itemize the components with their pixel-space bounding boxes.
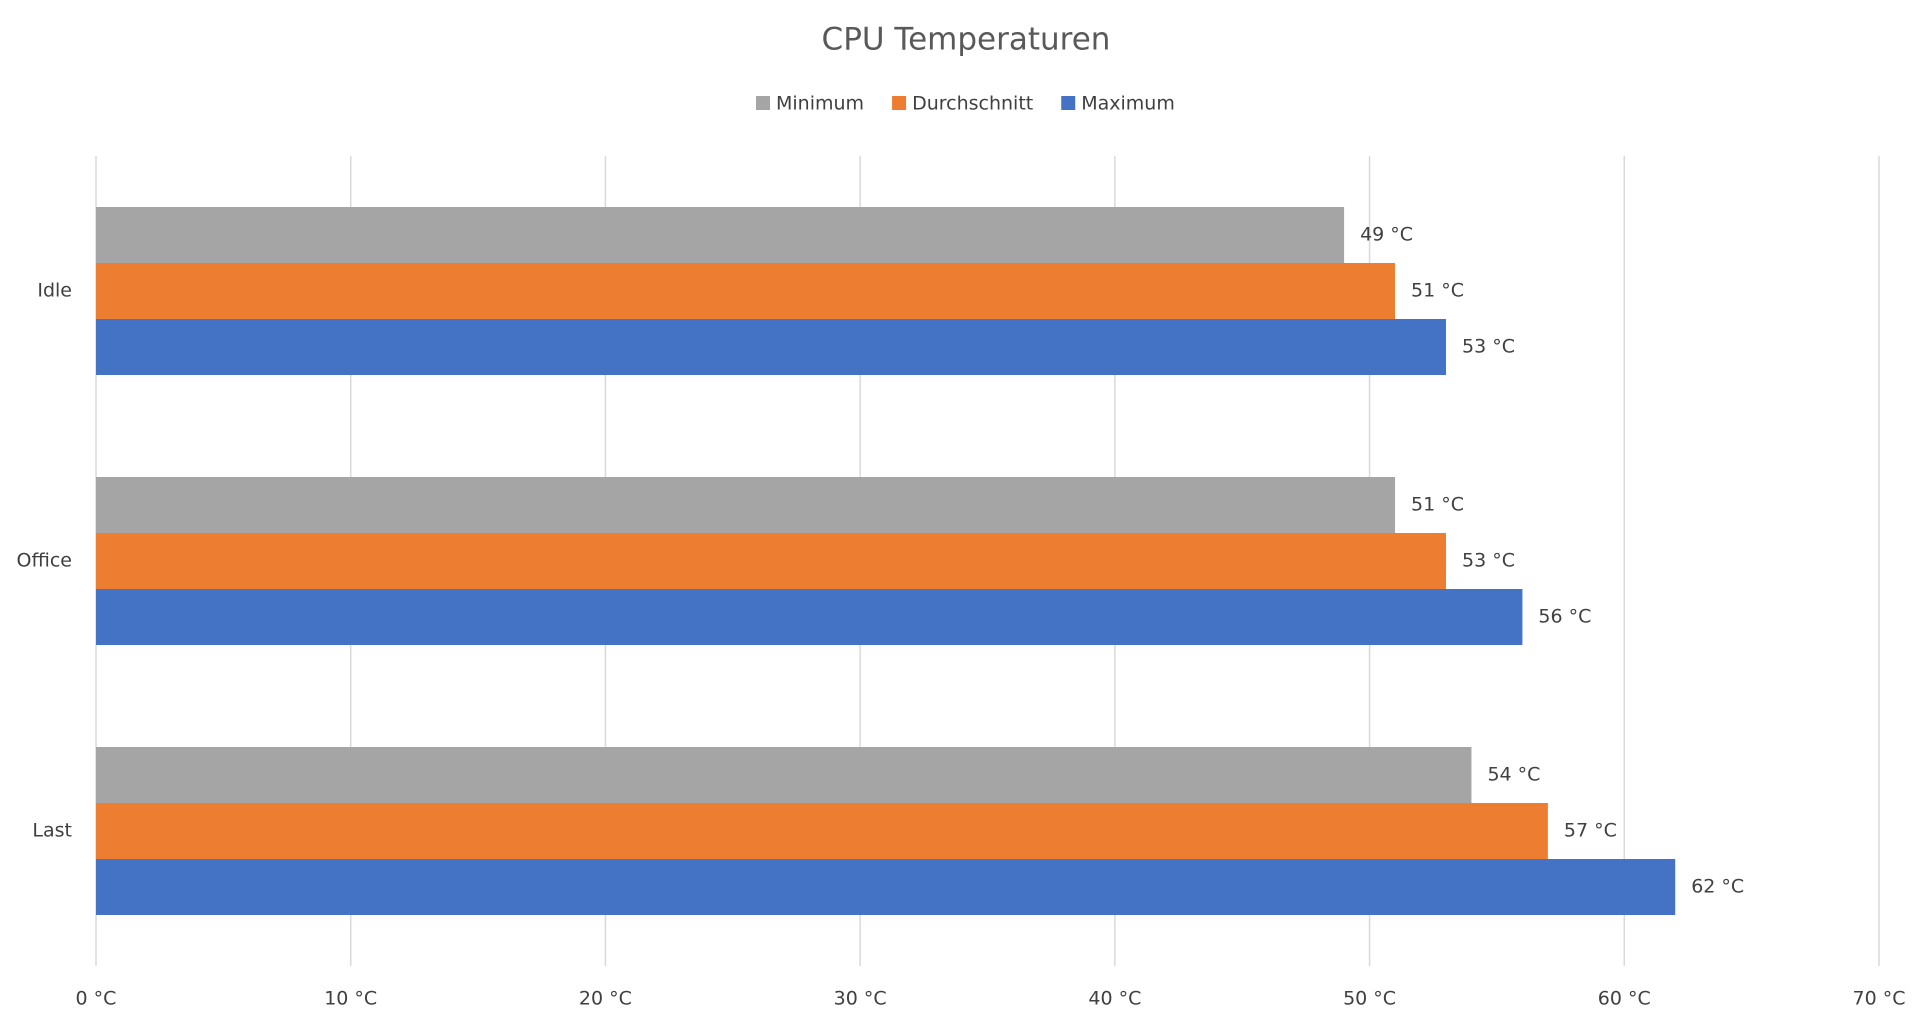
data-label: 57 °C xyxy=(1564,820,1617,842)
x-tick-label: 20 °C xyxy=(579,988,632,1010)
bar xyxy=(96,477,1396,533)
legend-label: Maximum xyxy=(1081,93,1175,115)
bar xyxy=(96,859,1676,915)
legend-label: Minimum xyxy=(776,93,864,115)
data-label: 49 °C xyxy=(1360,224,1413,246)
data-label: 51 °C xyxy=(1411,280,1464,302)
data-label: 62 °C xyxy=(1691,876,1744,898)
x-tick-label: 30 °C xyxy=(834,988,887,1010)
data-label: 54 °C xyxy=(1487,764,1540,786)
data-label: 53 °C xyxy=(1462,336,1515,358)
y-tick-label: Last xyxy=(32,820,72,842)
bar xyxy=(96,319,1446,375)
legend-swatch xyxy=(756,96,770,110)
bar xyxy=(96,207,1345,263)
x-tick-label: 40 °C xyxy=(1088,988,1141,1010)
legend-swatch xyxy=(892,96,907,110)
bar xyxy=(96,803,1548,859)
bar xyxy=(96,263,1396,319)
x-tick-label: 0 °C xyxy=(76,988,117,1010)
x-tick-label: 50 °C xyxy=(1343,988,1396,1010)
y-tick-label: Office xyxy=(17,550,72,572)
y-tick-label: Idle xyxy=(37,280,72,302)
chart-title: CPU Temperaturen xyxy=(822,22,1111,58)
data-label: 56 °C xyxy=(1538,606,1591,628)
bar xyxy=(96,533,1446,589)
bar xyxy=(96,589,1523,645)
x-tick-label: 70 °C xyxy=(1853,988,1906,1010)
data-label: 51 °C xyxy=(1411,494,1464,516)
bar xyxy=(96,747,1472,803)
x-tick-label: 60 °C xyxy=(1598,988,1651,1010)
legend-swatch xyxy=(1061,96,1076,110)
legend-label: Durchschnitt xyxy=(912,93,1033,115)
x-tick-label: 10 °C xyxy=(324,988,377,1010)
data-label: 53 °C xyxy=(1462,550,1515,572)
